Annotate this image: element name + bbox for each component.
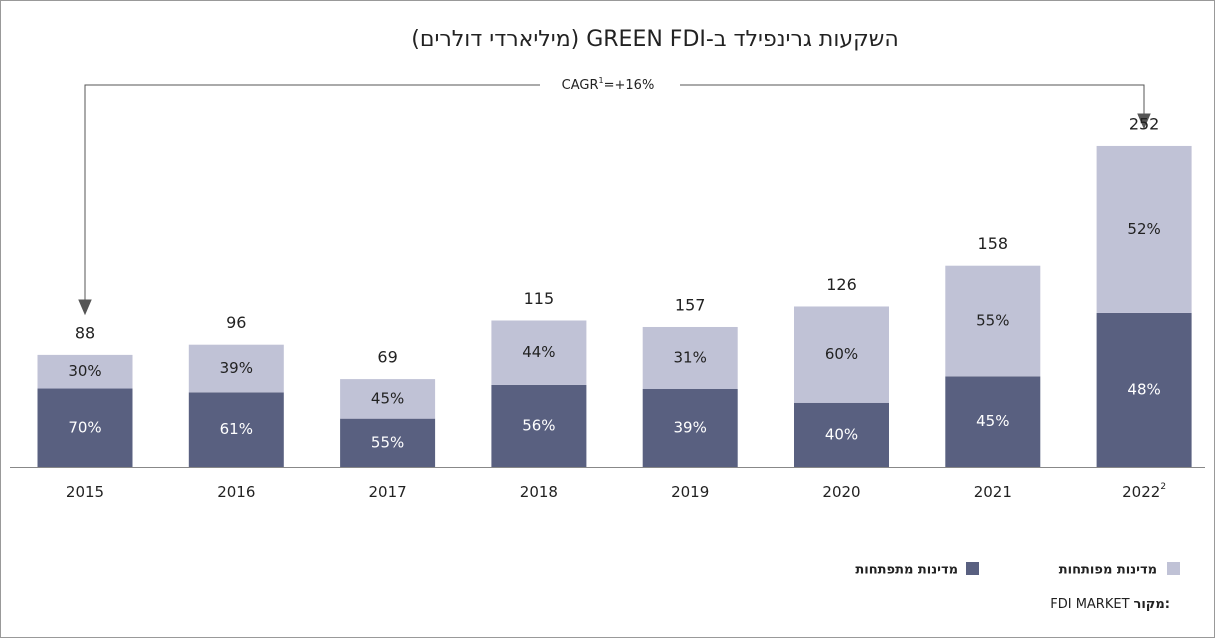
total-label: 115 [524,289,555,308]
x-tick-text: 2015 [66,483,104,501]
cagr-value: =+16% [604,78,655,93]
bar-segment [1096,145,1192,313]
segment-label: 60% [825,345,858,363]
total-label: 158 [978,234,1009,253]
cagr-text: CAGR [562,78,599,93]
total-label: 126 [826,275,857,294]
bar-segment [794,402,889,467]
source-text: FDI MARKET [1050,597,1129,612]
x-tick-label: 2021 [974,483,1012,501]
segment-label: 44% [522,343,555,361]
x-tick-label: 20222 [1122,482,1166,501]
segment-label: 40% [825,425,858,443]
segment-label: 70% [68,418,101,436]
legend-swatch [1167,562,1180,575]
bar-segment [945,265,1041,377]
x-tick-text: 2022 [1122,483,1160,501]
bar-segment [340,379,436,419]
segment-label: 39% [674,418,707,436]
bar-segment [37,388,133,467]
segment-label: 45% [976,412,1009,430]
bar-segment [642,388,738,467]
x-tick-label: 2019 [671,483,709,501]
x-tick-text: 2021 [974,483,1012,501]
x-tick-text: 2017 [369,483,407,501]
bar-segment [188,344,284,393]
legend-swatch [966,562,979,575]
bar-segment [188,392,284,467]
bar-segment [794,306,889,403]
segment-label: 56% [522,416,555,434]
bar-segment [945,376,1041,467]
segment-label: 48% [1127,380,1160,398]
x-tick-label: 2018 [520,483,558,501]
cagr-annotation: CAGR1=+16% [562,76,655,93]
chart-title: השקעות גרינפילד ב-GREEN FDI (מיליארדי דו… [411,27,898,52]
segment-label: 61% [220,420,253,438]
cagr-footnote: 1 [599,76,604,85]
x-tick-label: 2015 [66,483,104,501]
x-tick-text: 2019 [671,483,709,501]
total-label: 69 [377,348,397,367]
segment-label: 45% [371,389,404,407]
bar-segment [491,320,587,385]
bar-segment [340,418,436,467]
legend-label: מדינות מתפתחות [855,563,958,578]
x-tick-label: 2020 [822,483,860,501]
x-tick-text: 2016 [217,483,255,501]
segment-label: 39% [220,359,253,377]
source-label: מקור: [1134,597,1170,612]
x-tick-label: 2016 [217,483,255,501]
segment-label: 31% [674,348,707,366]
bar-segment [491,384,587,467]
bar-segment [642,326,738,389]
total-label: 88 [75,323,95,342]
legend-label: מדינות מפותחות [1059,563,1157,578]
total-label: 96 [226,313,246,332]
total-label: 252 [1129,114,1160,133]
x-tick-label: 2017 [369,483,407,501]
segment-label: 52% [1127,220,1160,238]
segment-label: 55% [371,433,404,451]
cagr-arrow [78,84,1151,316]
x-tick-footnote: 2 [1160,482,1166,492]
source: FDI MARKET מקור: [1050,597,1170,612]
bar-segment [37,354,133,389]
segment-label: 55% [976,312,1009,330]
segment-label: 30% [68,362,101,380]
bar-segment [1096,312,1192,467]
x-tick-text: 2020 [822,483,860,501]
x-tick-text: 2018 [520,483,558,501]
total-label: 157 [675,295,706,314]
